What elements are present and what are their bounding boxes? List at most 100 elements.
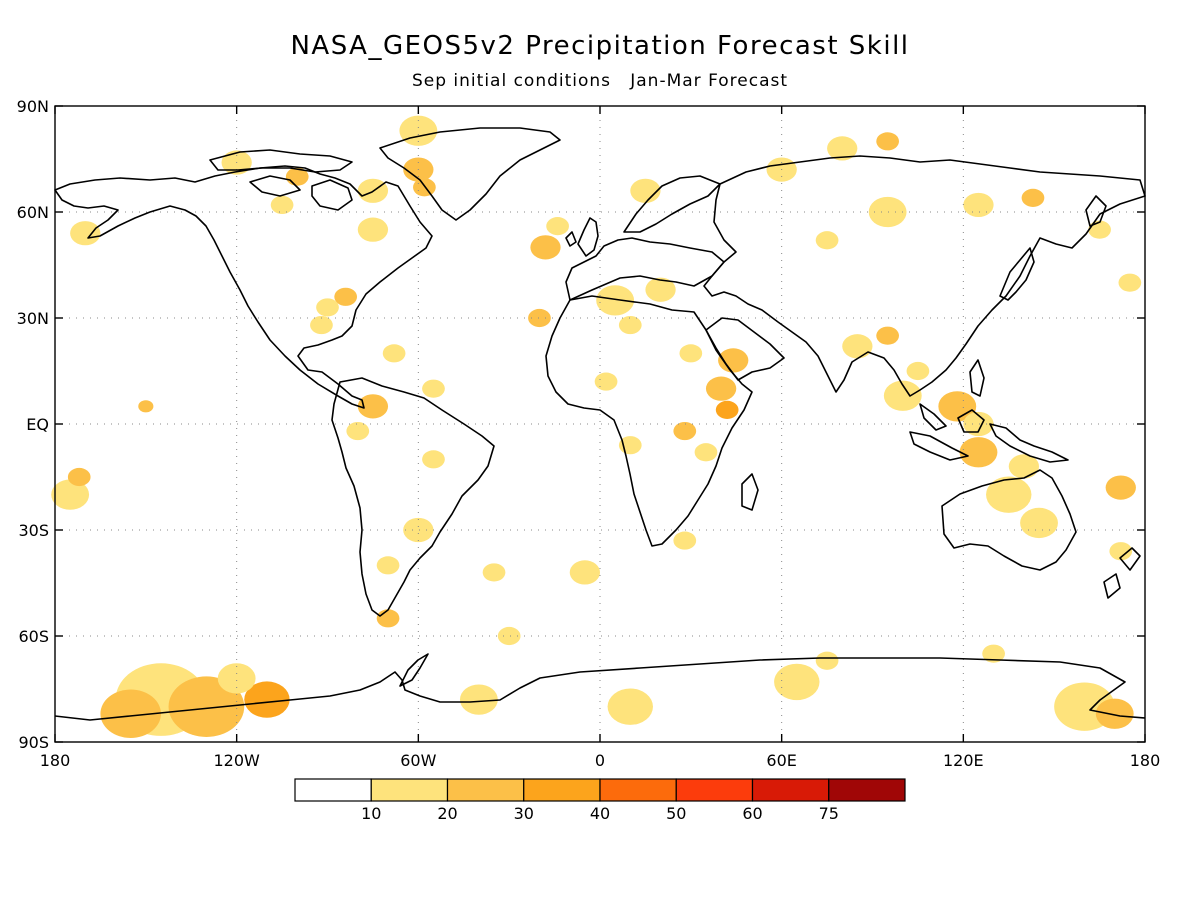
colorbar-swatch	[828, 778, 906, 802]
colorbar-label: 20	[437, 804, 457, 823]
skill-patch	[673, 531, 697, 550]
latitude-labels: 90N 60N 30N EQ 30S 60S 90S	[17, 97, 1145, 752]
coast-antarctic-peninsula	[399, 653, 429, 687]
skill-patch-core	[1112, 480, 1130, 495]
coastlines	[54, 127, 1146, 721]
coast-africa	[545, 295, 753, 547]
skill-patch	[357, 217, 389, 242]
colorbar-swatch	[523, 778, 601, 802]
skill-patch	[70, 221, 101, 246]
skill-patch	[815, 231, 839, 250]
skill-patch	[963, 411, 994, 437]
skill-patch-core	[724, 353, 742, 368]
skill-patch-core	[968, 443, 989, 461]
skill-patch	[497, 626, 521, 646]
skill-patch-core	[1104, 705, 1126, 723]
skill-patch	[827, 136, 858, 161]
longitude-label: 180	[40, 751, 71, 770]
longitude-label: 60W	[400, 751, 436, 770]
latitude-label: EQ	[26, 415, 49, 434]
skill-patch	[316, 298, 339, 317]
skill-patch	[815, 651, 839, 670]
skill-patch	[774, 663, 820, 701]
skill-patch	[376, 556, 400, 575]
skill-patch	[569, 560, 600, 585]
skill-patch	[645, 277, 676, 302]
skill-patch-core	[339, 291, 352, 302]
coast-indonesia	[909, 359, 1069, 463]
skill-patch-core	[364, 399, 382, 413]
skill-patch	[607, 688, 653, 725]
skill-patch	[51, 479, 90, 510]
skill-patch	[594, 372, 618, 391]
skill-patch-core	[720, 404, 734, 415]
skill-patch	[346, 421, 370, 441]
skill-patch	[422, 450, 445, 469]
latitude-label: 30S	[18, 521, 49, 540]
skill-patch	[679, 344, 703, 363]
longitude-label: 0	[595, 751, 605, 770]
chart-title: NASA_GEOS5v2 Precipitation Forecast Skil…	[290, 31, 909, 61]
coast-arctic-islands	[209, 149, 353, 211]
latitude-label: 90N	[17, 97, 49, 116]
colorbar: 10 20 30 40 50 60 75	[294, 778, 906, 823]
skill-patch-core	[533, 313, 546, 323]
colorbar-label: 40	[590, 804, 610, 823]
longitude-label: 60E	[766, 751, 796, 770]
coast-new-zealand	[1103, 547, 1141, 599]
skill-patch	[630, 178, 661, 203]
skill-patch	[422, 379, 445, 398]
skill-patch-core	[381, 613, 395, 624]
latitude-label: 30N	[17, 309, 49, 328]
latitude-label: 90S	[18, 733, 49, 752]
longitude-label: 120E	[943, 751, 984, 770]
coast-arabia	[705, 317, 785, 381]
skill-patch	[842, 334, 873, 359]
colorbar-label: 10	[361, 804, 381, 823]
coast-asia	[703, 155, 1146, 397]
colorbar-swatch	[599, 778, 677, 802]
skill-patch	[310, 315, 333, 335]
skill-patch-core	[678, 426, 692, 437]
colorbar-label: 60	[742, 804, 762, 823]
coast-japan	[999, 195, 1107, 301]
coast-north-america	[54, 165, 433, 409]
colorbar-swatch	[294, 778, 372, 802]
latitude-label: 60N	[17, 203, 49, 222]
colorbar-label: 30	[514, 804, 534, 823]
longitude-label: 180	[1130, 751, 1161, 770]
skill-patch	[546, 217, 569, 236]
skill-patch	[1088, 220, 1111, 239]
colorbar-swatch	[675, 778, 754, 802]
skill-patch-core	[72, 472, 86, 482]
skill-patch	[982, 644, 1005, 663]
skill-patch	[482, 563, 506, 582]
skill-patch	[618, 315, 642, 335]
skill-patch	[906, 361, 930, 381]
skill-patch-core	[881, 330, 894, 341]
longitude-label: 120W	[213, 751, 260, 770]
skill-patch	[1118, 273, 1142, 292]
coast-australia	[941, 469, 1077, 571]
skill-patch	[1109, 542, 1133, 561]
skill-patch-core	[946, 398, 968, 415]
coast-british-isles	[565, 217, 599, 257]
colorbar-swatch	[370, 778, 449, 802]
skill-patch-core	[290, 171, 304, 182]
skill-patch	[868, 196, 907, 228]
skill-patch	[270, 195, 294, 215]
skill-patch-core	[881, 136, 894, 147]
coast-antarctica	[54, 657, 1146, 721]
skill-patch	[382, 344, 406, 363]
skill-patch-core	[185, 690, 228, 724]
skill-patch	[883, 380, 922, 411]
coast-madagascar	[741, 473, 759, 511]
coast-south-america	[331, 377, 495, 617]
colorbar-label: 50	[666, 804, 686, 823]
skill-patch-core	[537, 240, 554, 254]
skill-patch	[986, 476, 1032, 513]
skill-patch	[1008, 454, 1040, 479]
colorbar-swatch	[751, 778, 830, 802]
gridlines	[55, 106, 1145, 742]
